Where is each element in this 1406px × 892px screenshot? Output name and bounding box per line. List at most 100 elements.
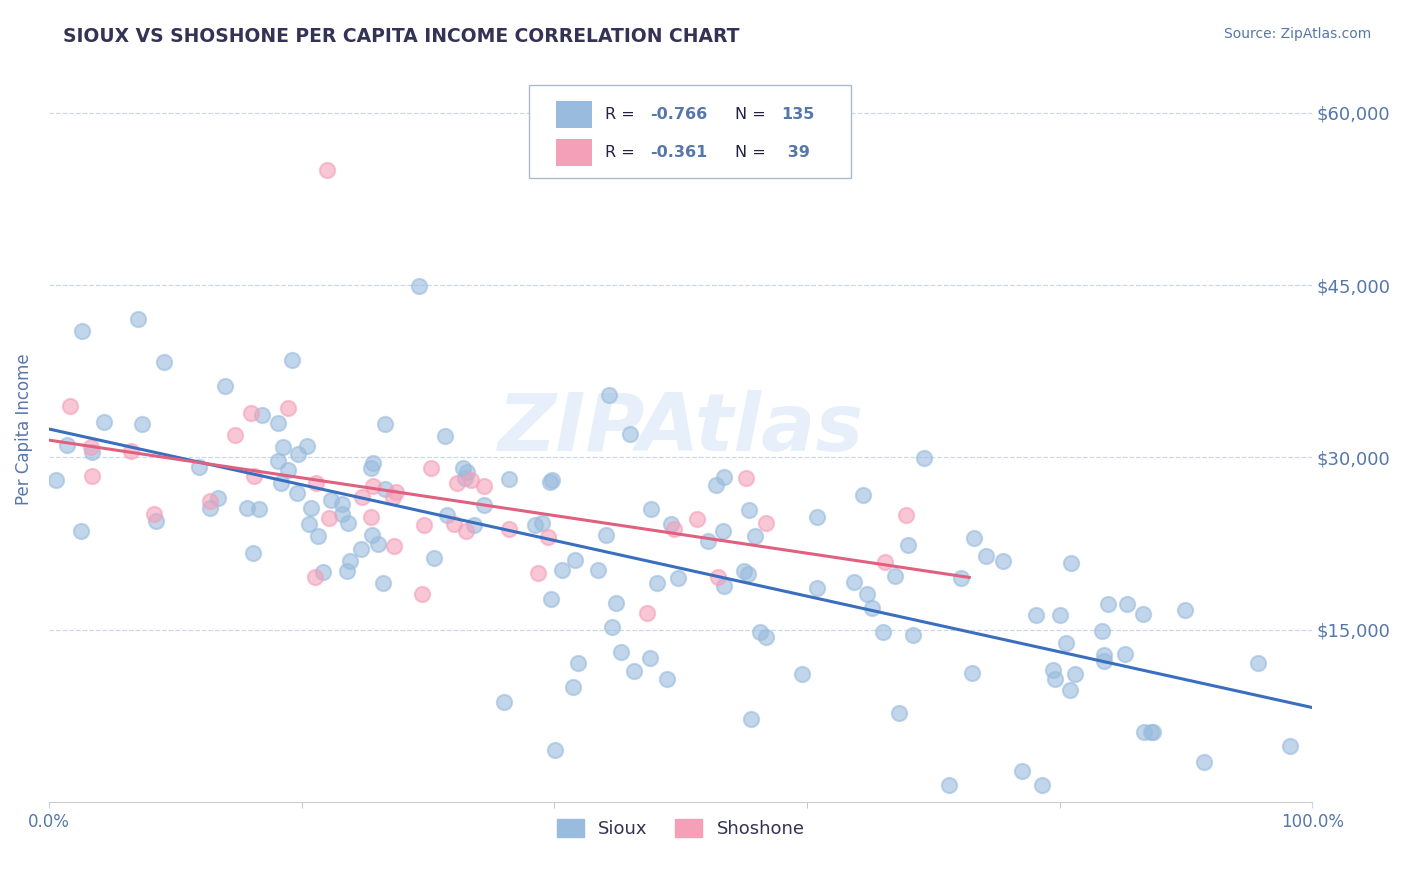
Point xyxy=(686,512,709,526)
Point xyxy=(70,524,93,538)
Point xyxy=(240,407,263,421)
Point xyxy=(962,666,984,681)
Point xyxy=(938,778,960,792)
Text: R =: R = xyxy=(605,145,640,160)
Point xyxy=(755,630,778,644)
Point xyxy=(733,564,755,578)
Point xyxy=(207,491,229,505)
Point xyxy=(640,502,662,516)
Point xyxy=(456,465,478,479)
Text: 39: 39 xyxy=(782,145,810,160)
Point xyxy=(267,454,290,468)
Point xyxy=(645,575,668,590)
Point xyxy=(600,620,623,634)
Point xyxy=(243,468,266,483)
Point xyxy=(1054,636,1077,650)
Point xyxy=(806,581,828,595)
Point xyxy=(120,444,142,458)
Point xyxy=(567,657,589,671)
Point xyxy=(735,471,758,485)
Point xyxy=(82,444,104,458)
Point xyxy=(382,490,405,504)
Point xyxy=(385,484,408,499)
Point xyxy=(145,514,167,528)
Point xyxy=(842,574,865,589)
Text: -0.766: -0.766 xyxy=(650,107,707,122)
Point xyxy=(704,478,727,492)
Point xyxy=(456,524,478,539)
Point xyxy=(1092,648,1115,662)
Point xyxy=(749,625,772,640)
Point xyxy=(1133,725,1156,739)
Point xyxy=(1097,597,1119,611)
Point xyxy=(901,628,924,642)
Point xyxy=(541,473,564,487)
Point xyxy=(897,538,920,552)
Point xyxy=(321,493,343,508)
Point xyxy=(1059,557,1081,571)
Point xyxy=(640,650,662,665)
Point xyxy=(374,482,396,496)
Point xyxy=(884,569,907,583)
Point xyxy=(460,474,482,488)
Point xyxy=(297,439,319,453)
Point xyxy=(472,498,495,512)
Point xyxy=(540,592,562,607)
Y-axis label: Per Capita Income: Per Capita Income xyxy=(15,353,32,505)
Point xyxy=(894,508,917,522)
Point xyxy=(1194,755,1216,769)
Point xyxy=(740,712,762,726)
Point xyxy=(408,279,430,293)
Point xyxy=(610,644,633,658)
Point xyxy=(463,518,485,533)
Point xyxy=(564,552,586,566)
Point xyxy=(420,461,443,475)
Point xyxy=(304,570,326,584)
Point xyxy=(454,471,477,485)
Legend: Sioux, Shoshone: Sioux, Shoshone xyxy=(550,812,811,846)
Point xyxy=(297,516,319,531)
Point xyxy=(315,163,337,178)
Point xyxy=(436,508,458,523)
Point xyxy=(1247,656,1270,670)
Point xyxy=(336,564,359,578)
Point xyxy=(755,516,778,530)
Point xyxy=(187,460,209,475)
Point xyxy=(1059,683,1081,698)
Point xyxy=(707,570,730,584)
Point xyxy=(267,416,290,430)
Point xyxy=(713,579,735,593)
Point xyxy=(270,475,292,490)
Point xyxy=(371,575,394,590)
Point xyxy=(224,428,246,442)
Point xyxy=(360,460,382,475)
Point xyxy=(360,528,382,542)
Point xyxy=(411,586,433,600)
Text: 135: 135 xyxy=(782,107,815,122)
Point xyxy=(152,355,174,369)
Point xyxy=(543,742,565,756)
Point xyxy=(664,522,686,536)
Point xyxy=(198,500,221,515)
Point xyxy=(991,554,1014,568)
Point xyxy=(236,501,259,516)
Point xyxy=(962,531,984,545)
Point xyxy=(852,488,875,502)
Point xyxy=(247,502,270,516)
Point xyxy=(361,456,384,470)
Point xyxy=(1045,672,1067,686)
Point xyxy=(666,571,689,585)
Point xyxy=(856,587,879,601)
Point xyxy=(1092,655,1115,669)
Point xyxy=(976,549,998,564)
Point xyxy=(1279,739,1302,753)
Point xyxy=(374,417,396,431)
Text: ZIPAtlas: ZIPAtlas xyxy=(498,390,863,467)
Text: R =: R = xyxy=(605,107,640,122)
Point xyxy=(1025,608,1047,623)
Point xyxy=(588,563,610,577)
Point xyxy=(70,324,93,338)
Point xyxy=(860,601,883,615)
Point xyxy=(59,399,82,413)
Point xyxy=(413,517,436,532)
